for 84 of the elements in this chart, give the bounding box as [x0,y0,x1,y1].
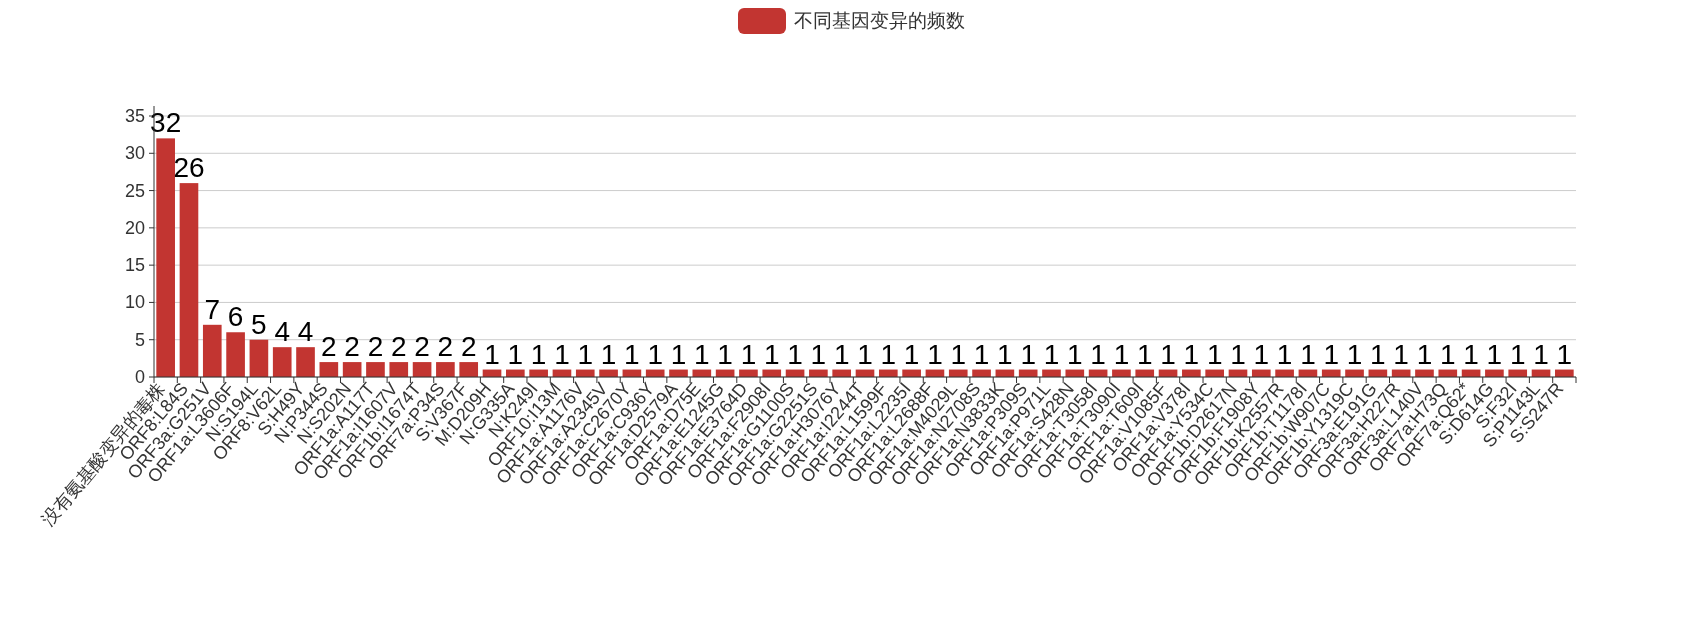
bar [366,362,385,377]
data-label: 2 [390,331,407,363]
data-label: 1 [530,338,547,370]
data-label: 1 [997,338,1013,370]
data-label: 1 [1556,338,1573,370]
data-label: 1 [1090,338,1106,370]
data-label: 1 [1206,338,1223,370]
data-label: 1 [554,338,570,370]
y-tick-label: 30 [124,143,145,164]
data-label: 1 [600,338,617,370]
data-label: 2 [321,331,337,363]
data-label: 1 [973,338,990,370]
bar [179,183,199,377]
data-label: 1 [763,338,780,370]
bar [459,362,479,377]
data-label: 1 [1183,338,1200,370]
data-label: 7 [204,293,221,325]
data-label: 26 [173,152,205,184]
data-label: 2 [460,331,477,363]
data-label: 5 [251,308,267,340]
bar [296,347,315,377]
data-label: 1 [670,338,687,370]
y-tick-label: 10 [124,292,145,313]
data-label: 1 [1113,338,1130,370]
data-label: 1 [927,338,943,370]
data-label: 1 [1533,338,1549,370]
data-label: 1 [1300,338,1316,370]
data-label: 2 [414,331,430,363]
data-label: 2 [437,331,454,363]
bar [272,347,292,377]
bar [319,362,339,377]
data-label: 1 [880,338,897,370]
data-label: 1 [1020,338,1036,370]
data-label: 1 [1393,338,1409,370]
data-label: 1 [810,338,827,370]
bar [226,332,245,377]
y-tick-label: 20 [124,217,145,238]
data-label: 1 [1370,338,1386,370]
data-label: 1 [1160,338,1176,370]
data-label: 1 [1276,338,1293,370]
y-tick-label: 5 [134,329,145,350]
data-label: 1 [1509,338,1526,370]
data-label: 1 [694,338,710,370]
legend-label: 不同基因变异的频数 [794,10,965,31]
bar [436,362,455,377]
bar [202,324,222,377]
data-label: 1 [484,338,500,370]
data-label: 1 [507,338,524,370]
data-label: 1 [833,338,850,370]
bar [389,362,409,377]
data-label: 1 [1486,338,1503,370]
data-label: 1 [787,338,803,370]
data-label: 1 [1136,338,1153,370]
data-label: 1 [1323,338,1340,370]
data-label: 4 [274,316,290,348]
data-label: 1 [624,338,640,370]
data-label: 1 [1253,338,1270,370]
data-label: 1 [1463,338,1479,370]
data-label: 4 [297,316,314,348]
data-label: 1 [857,338,873,370]
data-label: 1 [647,338,663,370]
data-label: 1 [903,338,920,370]
data-label: 1 [1230,338,1246,370]
bar [156,138,175,377]
data-label: 1 [1067,338,1083,370]
y-tick-label: 25 [124,180,145,201]
data-label: 1 [1043,338,1060,370]
data-label: 2 [367,331,384,363]
data-label: 6 [227,301,244,333]
y-tick-label: 35 [124,106,145,126]
data-label: 1 [950,338,967,370]
y-tick-label: 15 [124,255,145,276]
data-label: 32 [150,107,182,139]
data-label: 1 [740,338,757,370]
y-tick-label: 0 [134,367,145,387]
data-label: 1 [1346,338,1363,370]
bar [412,362,432,377]
bar [249,339,269,377]
data-label: 1 [717,338,733,370]
bar [342,362,362,377]
data-label: 1 [1416,338,1433,370]
data-label: 1 [1440,338,1456,370]
data-label: 1 [577,338,594,370]
data-label: 2 [344,331,360,363]
